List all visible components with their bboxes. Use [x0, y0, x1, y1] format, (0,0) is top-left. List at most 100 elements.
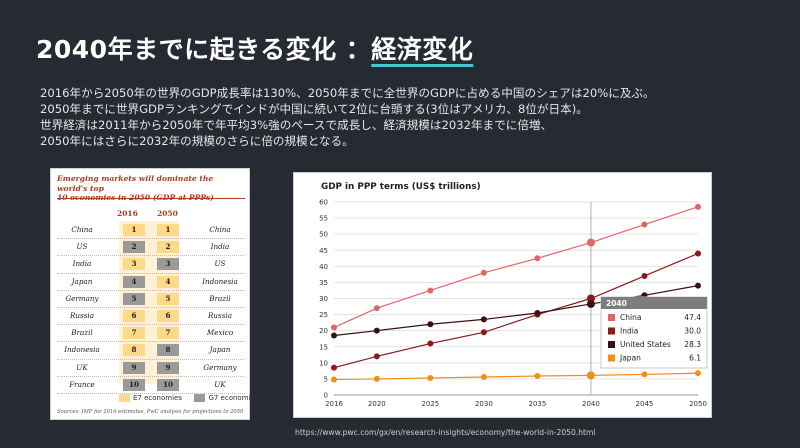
ranking-legend: E7 economies G7 economies	[119, 394, 258, 402]
x-tick-label: 2040	[582, 400, 600, 408]
data-point	[586, 371, 595, 380]
rank-2016: 8	[123, 344, 145, 357]
table-row: France 10 10 UK	[57, 377, 245, 394]
data-point	[695, 282, 701, 289]
source-url[interactable]: https://www.pwc.com/gx/en/research-insig…	[295, 428, 596, 437]
data-point	[427, 374, 434, 381]
table-row: Japan 4 4 Indonesia	[57, 274, 245, 291]
g7-swatch	[194, 394, 206, 402]
data-point	[373, 375, 380, 382]
table-row: Germany 5 5 Brazil	[57, 291, 245, 308]
rank-2050: 9	[157, 361, 179, 374]
country-2016: France	[69, 379, 95, 389]
data-point	[534, 309, 541, 316]
data-point	[331, 332, 337, 339]
country-2050: India	[210, 242, 230, 252]
data-point	[331, 324, 337, 331]
description-line: 世界経済は2011年から2050年で年平均3%強のペースで成長し、経済規模は20…	[40, 118, 553, 132]
tooltip-value: 30.0	[684, 327, 701, 336]
rank-2016: 9	[123, 361, 145, 374]
tooltip-swatch	[608, 314, 615, 321]
data-point	[480, 329, 487, 336]
y-tick-label: 50	[319, 231, 328, 239]
y-tick-label: 15	[319, 343, 328, 351]
ranking-title-line: Emerging markets will dominate the world…	[57, 174, 214, 193]
y-tick-label: 0	[324, 392, 328, 400]
y-tick-label: 40	[319, 263, 328, 271]
data-point	[427, 340, 434, 347]
rank-2016: 3	[123, 258, 145, 271]
data-point	[373, 305, 380, 312]
tooltip-name: India	[620, 327, 638, 336]
rank-2016: 4	[123, 275, 145, 288]
series-line	[333, 252, 699, 369]
rank-2050: 5	[157, 292, 179, 305]
data-point	[480, 269, 487, 276]
table-row: India 3 3 US	[57, 256, 245, 274]
y-tick-label: 10	[319, 359, 328, 367]
x-tick-label: 2050	[689, 400, 707, 408]
rank-2016: 6	[123, 309, 145, 322]
data-point	[586, 299, 595, 308]
description: 2016年から2050年の世界のGDP成長率は130%、2050年までに全世界の…	[40, 85, 655, 149]
legend-g7-label: G7 economies	[208, 394, 259, 402]
y-tick-label: 60	[319, 199, 328, 207]
series-line	[333, 372, 699, 381]
tooltip-name: Japan	[619, 354, 641, 363]
e7-swatch	[119, 394, 130, 402]
country-2016: Russia	[69, 310, 94, 320]
table-row: China 1 1 China	[57, 222, 245, 240]
rank-2050: 10	[157, 378, 179, 391]
x-tick-label: 2035	[528, 400, 546, 408]
rank-2016: 10	[123, 378, 145, 391]
data-point	[641, 371, 648, 378]
slide-title: 2040年までに起きる変化 ：経済変化	[36, 30, 473, 66]
rank-2050: 4	[157, 275, 179, 288]
table-row: US 2 2 India	[57, 239, 245, 257]
data-point	[641, 221, 648, 228]
description-line: 2016年から2050年の世界のGDP成長率は130%、2050年までに全世界の…	[40, 86, 655, 100]
country-2050: Mexico	[206, 328, 234, 338]
rank-2016: 1	[123, 224, 145, 236]
ranking-source: Sources: IMF for 2016 estimates, PwC ana…	[57, 409, 244, 415]
rank-2016: 5	[123, 292, 145, 305]
country-2050: China	[209, 225, 231, 234]
tooltip-header-bg	[601, 297, 707, 309]
y-tick-label: 30	[319, 295, 328, 303]
data-point	[695, 203, 701, 210]
rank-2050: 1	[157, 224, 179, 236]
data-point	[427, 321, 434, 328]
data-point	[586, 238, 595, 247]
title-prefix: 2040年までに起きる変化 ：	[36, 35, 372, 64]
x-tick-label: 2045	[636, 400, 654, 408]
ranking-table-figure: Emerging markets will dominate the world…	[50, 168, 258, 420]
data-point	[480, 316, 487, 323]
country-2050: Indonesia	[202, 276, 238, 286]
country-2050: UK	[214, 379, 226, 389]
title-highlight: 経済変化	[371, 35, 474, 64]
tooltip-header: 2040	[606, 299, 627, 308]
data-point	[641, 272, 648, 279]
data-point	[586, 294, 595, 303]
x-tick-label: 2016	[325, 400, 343, 408]
column-header-2050: 2050	[157, 209, 178, 218]
country-2050: Russia	[207, 310, 232, 320]
legend-e7-label: E7 economies	[133, 394, 182, 402]
tooltip-swatch	[608, 341, 615, 348]
table-row: Russia 6 6 Russia	[57, 308, 245, 326]
title-divider	[57, 198, 245, 199]
data-point	[373, 327, 380, 334]
data-point	[534, 373, 541, 380]
ranking-title-line: 10 economies in 2050 (GDP at PPPs)	[57, 193, 214, 202]
tooltip-name: United States	[620, 340, 671, 349]
tooltip-name: China	[620, 313, 641, 322]
country-2016: US	[76, 242, 88, 252]
gdp-line-chart: GDP in PPP terms (US$ trillions) 0 5 10 15 20…	[319, 182, 708, 408]
country-2016: UK	[76, 362, 88, 372]
rank-2050: 3	[157, 258, 179, 271]
column-header-2016: 2016	[117, 209, 138, 218]
gdp-chart-figure: GDP in PPP terms (US$ trillions) 0 5 10 15 20…	[293, 172, 712, 418]
x-tick-label: 2030	[475, 400, 493, 408]
data-point	[427, 287, 434, 294]
rank-2016: 2	[123, 241, 145, 254]
